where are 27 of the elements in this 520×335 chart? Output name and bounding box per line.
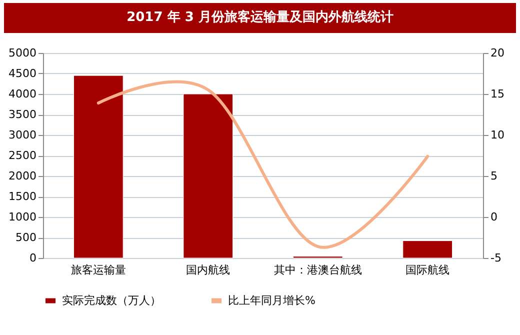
- y2-tick-label: 20: [490, 46, 504, 60]
- legend-label: 实际完成数（万人）: [62, 294, 161, 307]
- y-tick-label: 4500: [8, 67, 36, 80]
- y-tick-label: 2500: [8, 149, 36, 162]
- y-tick-label: 1500: [8, 190, 36, 203]
- bar: [73, 75, 124, 258]
- y-tick-label: 0: [30, 252, 36, 264]
- y-tick-label: 2000: [8, 170, 36, 182]
- y2-tick-label: 5: [490, 170, 498, 182]
- y2-tick-label: 15: [490, 88, 504, 100]
- y-tick-label: 4000: [8, 88, 36, 100]
- y2-tick-label: -5: [490, 252, 502, 264]
- x-tick-label: 旅客运输量: [70, 264, 126, 276]
- chart-title: 2017 年 3 月份旅客运输量及国内外航线统计: [4, 3, 516, 33]
- legend-label: 比上年同月增长%: [228, 294, 316, 307]
- y2-tick-label: 0: [490, 210, 498, 224]
- y-tick-label: 500: [16, 231, 36, 244]
- x-tick-label: 其中：港澳台航线: [274, 264, 362, 276]
- y-tick-label: 3500: [8, 108, 36, 121]
- x-tick-label: 国际航线: [406, 264, 450, 276]
- y-tick-label: 1000: [8, 210, 36, 224]
- y-tick-label: 3000: [8, 128, 36, 142]
- x-tick-label: 国内航线: [186, 264, 230, 276]
- bar: [402, 240, 453, 258]
- y-tick-label: 5000: [8, 46, 36, 60]
- bar: [183, 94, 234, 258]
- y2-tick-label: 10: [490, 128, 504, 142]
